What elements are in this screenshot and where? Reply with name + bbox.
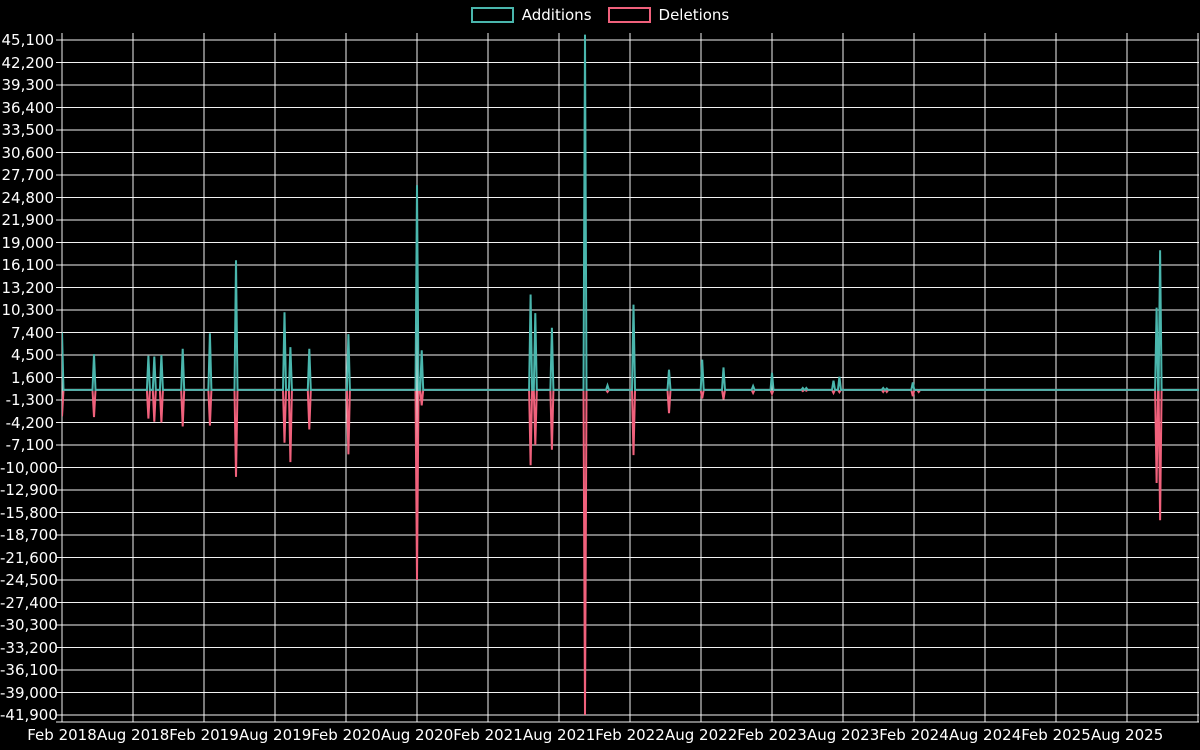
y-axis-tick-label: 42,200 — [1, 53, 55, 72]
x-axis-tick-label: Aug 2019 — [239, 726, 312, 744]
x-axis-tick-label: Aug 2022 — [665, 726, 738, 744]
y-axis-tick-label: -18,700 — [0, 526, 58, 544]
x-axis-tick-label: Feb 2022 — [595, 726, 665, 744]
x-axis-tick-label: Aug 2021 — [523, 726, 596, 744]
legend-label-deletions: Deletions — [658, 6, 730, 24]
y-axis-tick-label: 19,000 — [1, 233, 55, 252]
deletions-swatch-icon — [607, 7, 651, 23]
x-axis-tick-label: Aug 2024 — [949, 726, 1022, 744]
y-axis-tick-label: 39,300 — [1, 76, 55, 94]
x-axis-tick-label: Feb 2021 — [453, 726, 523, 744]
x-axis-tick-label: Feb 2020 — [311, 726, 381, 744]
x-axis-tick-label: Aug 2020 — [381, 726, 454, 744]
x-axis-tick-label: Feb 2024 — [879, 726, 949, 744]
y-axis-tick-label: 27,700 — [1, 166, 55, 184]
y-axis-tick-label: 36,400 — [1, 98, 55, 117]
additions-line — [62, 34, 1199, 391]
y-axis-tick-label: -33,200 — [0, 638, 58, 657]
chart-legend: Additions Deletions — [0, 6, 1200, 24]
y-axis-tick-label: -4,200 — [5, 413, 54, 432]
y-axis-tick-label: -10,000 — [0, 458, 58, 477]
y-axis-tick-label: -41,900 — [0, 706, 58, 724]
x-axis-tick-label: Aug 2018 — [97, 726, 170, 744]
y-axis-tick-label: -36,100 — [0, 661, 58, 679]
y-axis-tick-label: -24,500 — [0, 571, 58, 589]
y-axis-tick-label: 30,600 — [1, 143, 55, 162]
y-axis-tick-label: 10,300 — [1, 301, 55, 319]
y-axis-tick-label: -30,300 — [0, 616, 58, 634]
y-axis-tick-label: -39,000 — [0, 683, 58, 702]
y-axis-tick-label: -21,600 — [0, 548, 58, 567]
x-axis-tick-label: Aug 2025 — [1091, 726, 1164, 744]
legend-label-additions: Additions — [521, 6, 592, 24]
x-axis-tick-label: Feb 2019 — [169, 726, 239, 744]
y-axis-tick-label: 13,200 — [1, 278, 55, 297]
y-axis-tick-label: 21,900 — [1, 211, 55, 229]
y-axis-tick-label: -27,400 — [0, 593, 58, 612]
y-axis-tick-label: -12,900 — [0, 481, 58, 499]
y-axis-tick-label: -1,300 — [5, 391, 54, 409]
x-axis-tick-label: Feb 2018 — [27, 726, 97, 744]
y-axis-tick-label: 7,400 — [11, 323, 54, 342]
y-axis-tick-label: -15,800 — [0, 503, 58, 522]
additions-swatch-icon — [470, 7, 514, 23]
y-axis-tick-label: 1,600 — [11, 368, 54, 387]
x-axis-tick-label: Feb 2025 — [1021, 726, 1091, 744]
y-axis-tick-label: -7,100 — [5, 436, 54, 454]
y-axis-tick-label: 4,500 — [11, 346, 54, 364]
y-axis-tick-label: 16,100 — [1, 256, 55, 274]
x-axis-tick-label: Aug 2023 — [807, 726, 880, 744]
legend-item-additions[interactable]: Additions — [470, 6, 592, 24]
y-axis-tick-label: 45,100 — [1, 31, 55, 49]
legend-item-deletions[interactable]: Deletions — [607, 6, 730, 24]
x-axis-tick-label: Feb 2023 — [737, 726, 807, 744]
y-axis-tick-label: 24,800 — [1, 188, 55, 207]
y-axis-tick-label: 33,500 — [1, 121, 55, 139]
